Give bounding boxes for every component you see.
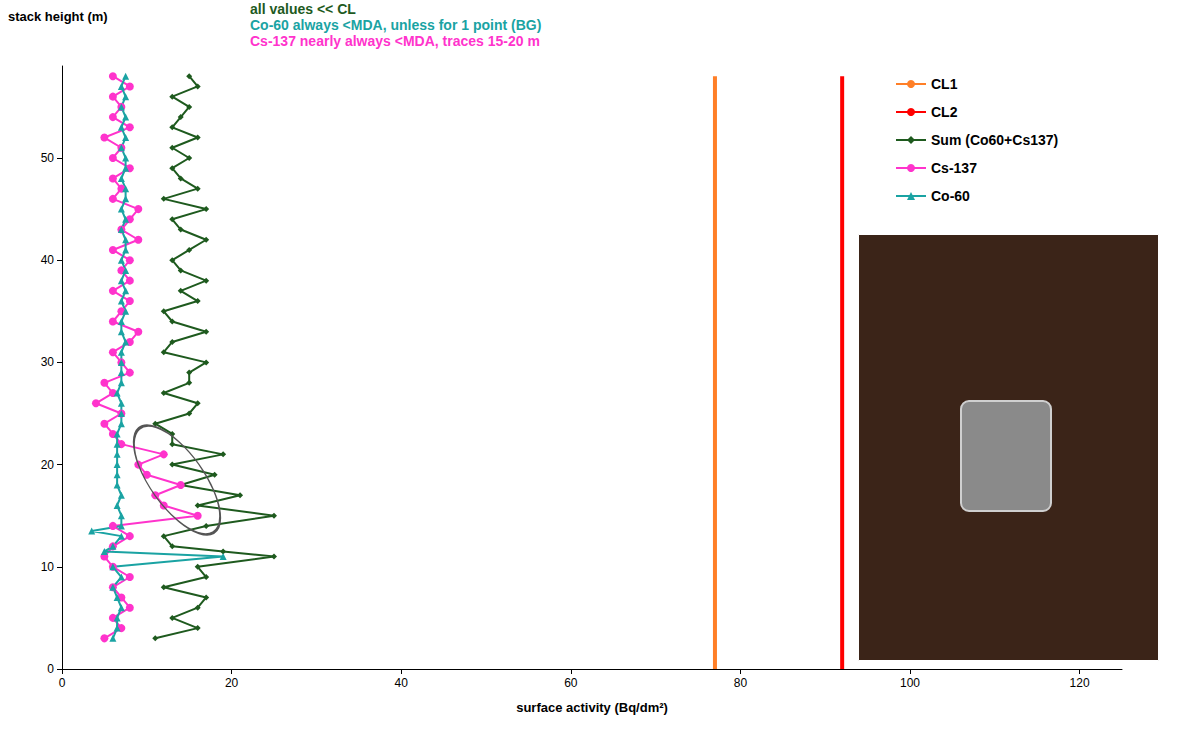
svg-text:80: 80	[734, 676, 748, 690]
svg-text:0: 0	[59, 676, 66, 690]
svg-text:100: 100	[900, 676, 920, 690]
svg-text:20: 20	[225, 676, 239, 690]
svg-text:40: 40	[395, 676, 409, 690]
svg-text:Cs-137 nearly always <MDA, tra: Cs-137 nearly always <MDA, traces 15-20 …	[250, 33, 540, 49]
svg-text:0: 0	[47, 662, 54, 676]
svg-text:10: 10	[41, 560, 55, 574]
svg-text:120: 120	[1070, 676, 1090, 690]
svg-text:30: 30	[41, 355, 55, 369]
svg-text:Co-60: Co-60	[931, 188, 970, 204]
svg-text:Sum (Co60+Cs137): Sum (Co60+Cs137)	[931, 132, 1058, 148]
svg-text:surface activity (Bq/dm²): surface activity (Bq/dm²)	[516, 700, 668, 715]
svg-text:Co-60 always <MDA, unless for: Co-60 always <MDA, unless for 1 point (B…	[250, 17, 541, 33]
svg-text:50: 50	[41, 151, 55, 165]
svg-text:Cs-137: Cs-137	[931, 160, 977, 176]
svg-text:60: 60	[564, 676, 578, 690]
svg-text:stack height (m): stack height (m)	[8, 9, 108, 24]
svg-text:CL2: CL2	[931, 104, 958, 120]
svg-text:all values << CL: all values << CL	[250, 1, 356, 17]
svg-text:40: 40	[41, 253, 55, 267]
svg-text:20: 20	[41, 458, 55, 472]
svg-text:CL1: CL1	[931, 76, 958, 92]
